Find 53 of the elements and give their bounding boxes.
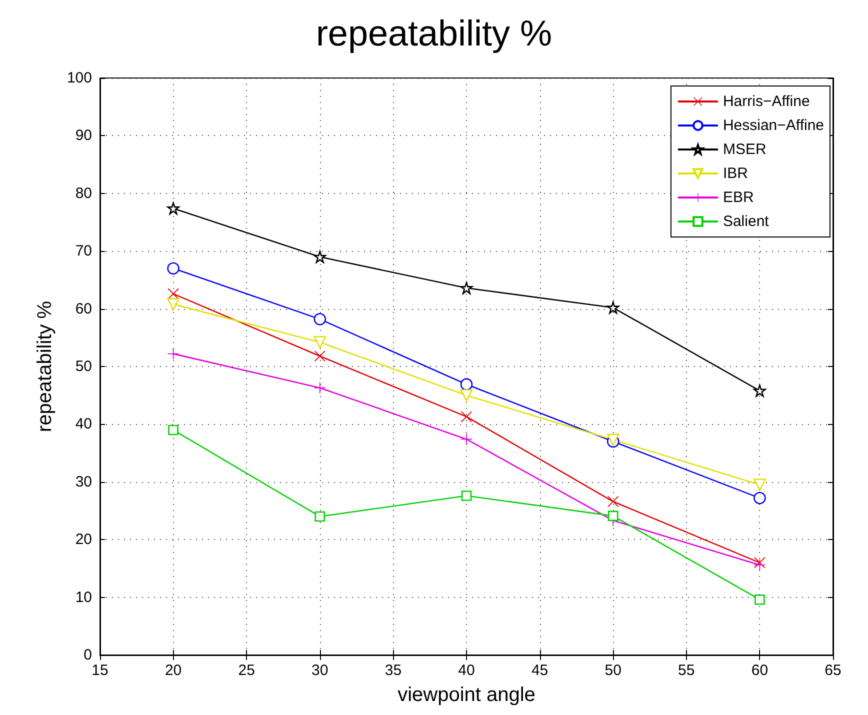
- legend-label: MSER: [722, 141, 766, 158]
- point: [168, 424, 178, 436]
- x-tick-label: 65: [824, 662, 842, 679]
- point: [461, 490, 472, 501]
- point: [460, 389, 473, 402]
- point: [460, 378, 473, 391]
- point: [314, 313, 326, 326]
- x-tick-label: 50: [604, 662, 622, 679]
- y-tick-label: 80: [75, 184, 92, 202]
- y-tick-label: 40: [75, 416, 92, 433]
- point: [754, 384, 766, 397]
- y-tick-label: 70: [75, 242, 92, 260]
- point: [314, 336, 326, 348]
- y-tick-label: 10: [75, 588, 92, 606]
- point: [167, 262, 180, 275]
- legend-label: Hessian−Affine: [722, 117, 824, 134]
- point: [754, 478, 766, 491]
- point: [460, 282, 473, 294]
- x-tick-label: 60: [751, 662, 768, 679]
- x-tick-label: 30: [312, 662, 328, 679]
- legend-label: EBR: [722, 189, 754, 206]
- x-tick-label: 40: [458, 662, 475, 679]
- x-tick-label: 55: [678, 662, 695, 679]
- point: [754, 594, 765, 605]
- point: [608, 496, 619, 508]
- point: [167, 202, 180, 215]
- x-tick-label: 35: [384, 662, 402, 679]
- y-tick-label: 60: [75, 300, 92, 318]
- y-tick-label: 100: [66, 70, 92, 86]
- x-tick-label: 25: [238, 662, 255, 679]
- legend-label: IBR: [722, 165, 748, 182]
- y-tick-label: 0: [84, 646, 92, 664]
- chart-title: repeatability %: [316, 12, 552, 54]
- x-axis-title: viewpoint angle: [398, 684, 536, 706]
- point: [314, 250, 326, 264]
- point: [167, 298, 180, 310]
- legend-label: Salient: [722, 213, 770, 230]
- point: [754, 492, 766, 504]
- y-tick-label: 30: [75, 473, 92, 490]
- point: [314, 511, 326, 522]
- y-tick-label: 50: [75, 358, 92, 375]
- point: [314, 350, 326, 362]
- legend-label: Harris−Affine: [722, 93, 810, 110]
- point: [314, 382, 326, 394]
- y-tick-label: 20: [75, 531, 92, 548]
- x-tick-label: 15: [92, 662, 108, 679]
- y-axis-title: repeatability %: [34, 300, 56, 432]
- x-tick-label: 20: [164, 662, 182, 679]
- point: [608, 510, 618, 522]
- y-tick-label: 90: [75, 127, 92, 144]
- point: [168, 288, 179, 300]
- x-tick-label: 45: [531, 662, 548, 679]
- point: [606, 301, 620, 314]
